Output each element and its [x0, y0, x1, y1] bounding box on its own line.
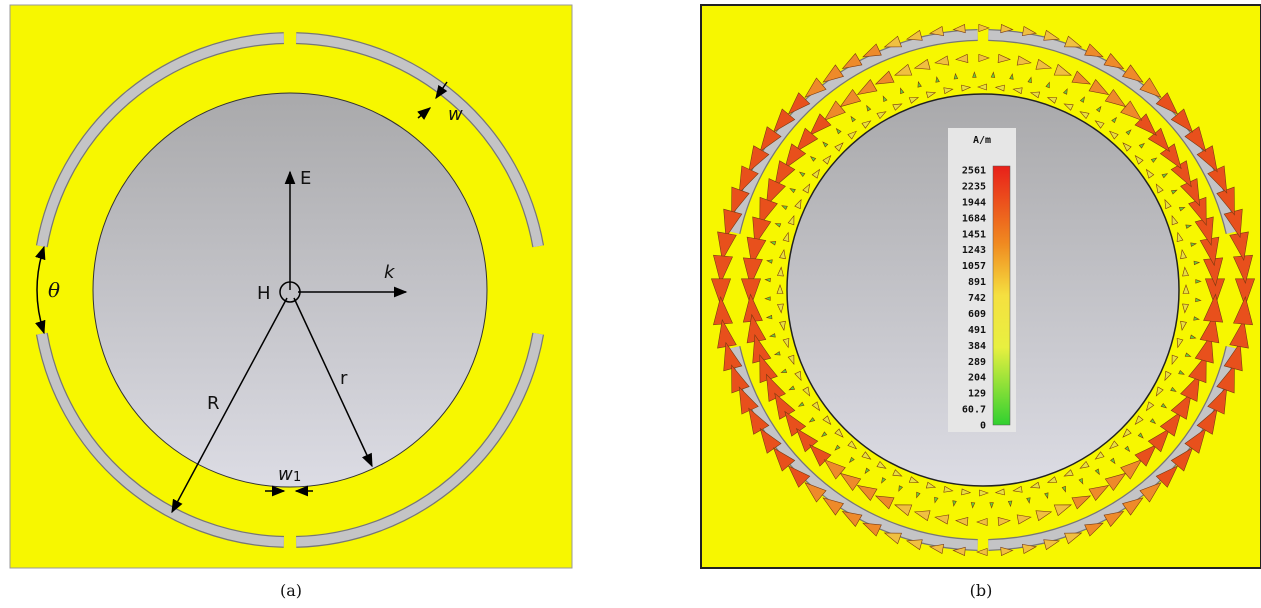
colorbar-tick-label: 129	[968, 389, 986, 400]
colorbar-tick-label: 289	[968, 357, 986, 368]
page: w E k H θ R r w 1 (a) A/m 2561 2235 1944 16…	[0, 0, 1261, 608]
colorbar	[993, 166, 1010, 425]
label-w1: w	[278, 464, 293, 485]
colorbar-unit: A/m	[973, 135, 991, 146]
colorbar-tick-label: 1243	[962, 245, 986, 256]
label-e: E	[300, 168, 311, 189]
colorbar-tick-label: 1684	[962, 213, 986, 224]
colorbar-tick-label: 742	[968, 293, 986, 304]
figure: w E k H θ R r w 1 (a) A/m 2561 2235 1944 16…	[0, 0, 1261, 608]
colorbar-tick-label: 60.7	[962, 405, 986, 416]
label-k: k	[384, 262, 396, 283]
colorbar-tick-label: 0	[980, 421, 986, 432]
colorbar-tick-label: 2561	[962, 166, 986, 177]
colorbar-tick-label: 1944	[962, 197, 986, 208]
label-h: H	[257, 283, 271, 304]
colorbar-tick-label: 2235	[962, 181, 986, 192]
colorbar-tick-label: 1451	[962, 229, 986, 240]
caption-a: (a)	[280, 581, 302, 600]
colorbar-tick-label: 204	[968, 373, 986, 384]
colorbar-tick-label: 891	[968, 277, 986, 288]
label-theta: θ	[48, 278, 60, 302]
colorbar-tick-label: 609	[968, 309, 986, 320]
label-w1-subscript: 1	[293, 470, 301, 485]
caption-b: (b)	[970, 581, 993, 600]
colorbar-tick-label: 1057	[962, 261, 986, 272]
label-w: w	[448, 104, 463, 125]
colorbar-tick-label: 491	[968, 325, 986, 336]
label-r-outer: R	[207, 393, 220, 414]
label-r-inner: r	[340, 368, 348, 389]
colorbar-tick-label: 384	[968, 341, 986, 352]
